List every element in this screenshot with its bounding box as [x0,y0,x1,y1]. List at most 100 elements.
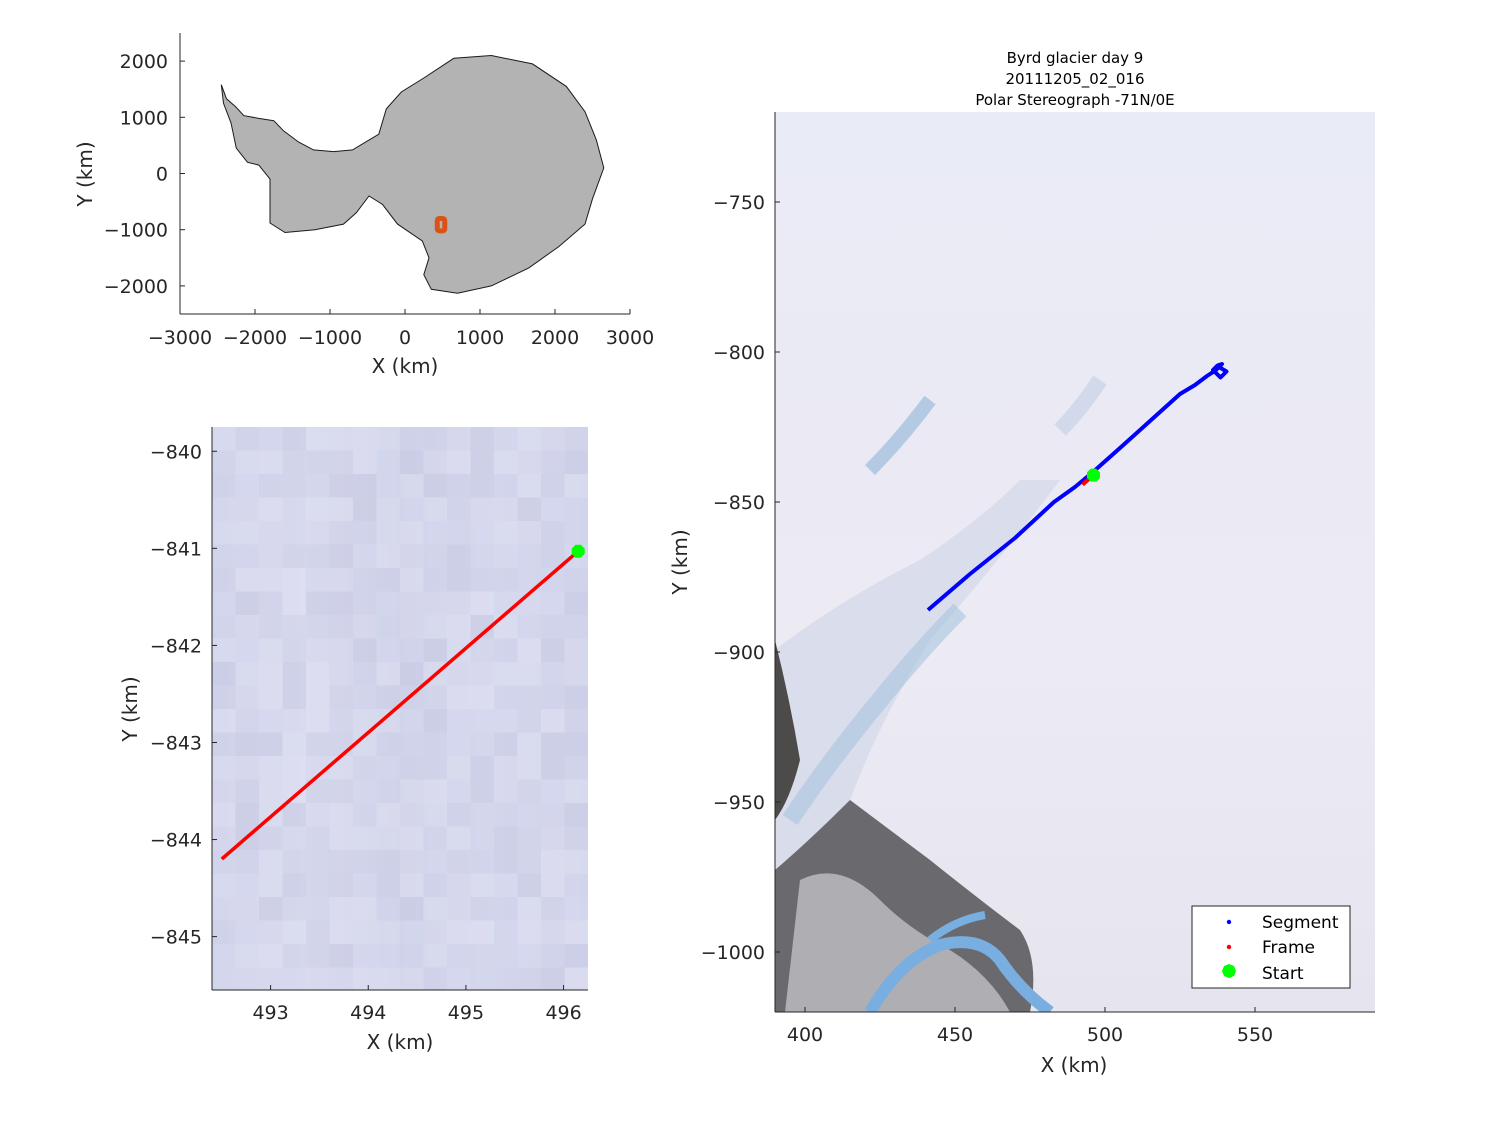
imagery-pixel [494,662,518,686]
imagery-pixel [259,450,283,474]
imagery-pixel [329,497,353,521]
imagery-pixel [423,638,447,662]
imagery-pixel [447,897,471,921]
imagery-pixel [212,615,236,639]
imagery-pixel [447,732,471,756]
imagery-pixel [329,897,353,921]
imagery-pixel [212,427,236,451]
imagery-pixel [212,826,236,850]
imagery-pixel [400,826,424,850]
imagery-pixel [329,544,353,568]
imagery-pixel [329,944,353,968]
imagery-pixel [212,920,236,944]
imagery-pixel [470,450,494,474]
overview-y-tick-label: 2000 [120,51,168,73]
imagery-pixel [282,732,306,756]
frame-x-axis-label: X (km) [367,1030,434,1054]
overview-axes: −3000 −2000 −1000 0 1000 2000 3000 −2000 −1000 0 1… [104,33,654,349]
imagery-pixel [517,427,541,451]
imagery-pixel [376,662,400,686]
segment-y-tick-label: −750 [713,192,765,214]
imagery-pixel [494,685,518,709]
imagery-pixel [470,427,494,451]
imagery-pixel [517,850,541,874]
imagery-pixel [517,662,541,686]
imagery-pixel [541,474,565,498]
imagery-pixel [282,544,306,568]
imagery-pixel [259,873,283,897]
imagery-pixel [376,568,400,592]
segment-start-marker [1086,468,1100,482]
imagery-pixel [447,474,471,498]
imagery-pixel [235,897,259,921]
imagery-pixel [400,568,424,592]
imagery-pixel [541,615,565,639]
imagery-pixel [235,497,259,521]
imagery-pixel [494,497,518,521]
imagery-pixel [282,920,306,944]
imagery-pixel [447,944,471,968]
imagery-pixel [306,873,330,897]
imagery-pixel [517,709,541,733]
imagery-pixel [447,685,471,709]
imagery-pixel [494,803,518,827]
imagery-pixel [423,474,447,498]
overview-y-tick-label: −1000 [104,220,168,242]
frame-start-marker [571,544,585,558]
frame-x-tick-label: 493 [252,1002,288,1024]
imagery-pixel [306,920,330,944]
imagery-pixel [306,544,330,568]
imagery-pixel [212,497,236,521]
imagery-pixel [259,850,283,874]
frame-track-line [220,549,580,861]
imagery-pixel [353,803,377,827]
imagery-pixel [282,756,306,780]
imagery-pixel [329,662,353,686]
imagery-pixel [494,967,518,990]
imagery-pixel [423,709,447,733]
imagery-pixel [259,779,283,803]
segment-x-axis-label: X (km) [1041,1053,1108,1077]
imagery-pixel [282,450,306,474]
imagery-pixel [423,756,447,780]
imagery-pixel [400,450,424,474]
imagery-pixel [353,779,377,803]
imagery-pixel [306,756,330,780]
imagery-pixel [423,826,447,850]
imagery-pixel [470,615,494,639]
imagery-pixel [306,638,330,662]
imagery-pixel [447,544,471,568]
imagery-pixel [259,944,283,968]
imagery-pixel [470,638,494,662]
frame-y-tick-label: −840 [150,441,202,463]
imagery-pixel [353,427,377,451]
legend-box [1191,905,1351,989]
imagery-pixel [235,615,259,639]
imagery-pixel [376,615,400,639]
imagery-pixel [329,709,353,733]
imagery-pixel [259,591,283,615]
frame-x-tick-label: 495 [448,1002,484,1024]
imagery-pixel [541,450,565,474]
imagery-pixel [447,615,471,639]
imagery-pixel [212,967,236,990]
imagery-pixel [235,850,259,874]
imagery-pixel [376,497,400,521]
imagery-pixel [306,497,330,521]
imagery-pixel [494,850,518,874]
segment-map-panel: 400 450 500 550 −750 −800 −850 −900 −950 −1000 By… [668,49,1375,1077]
imagery-pixel [353,826,377,850]
imagery-pixel [564,568,588,592]
imagery-pixel [423,427,447,451]
imagery-pixel [400,803,424,827]
imagery-pixel [282,944,306,968]
imagery-pixel [400,967,424,990]
imagery-pixel [259,826,283,850]
imagery-pixel [423,568,447,592]
imagery-pixel [306,615,330,639]
imagery-pixel [541,521,565,545]
imagery-pixel [329,967,353,990]
imagery-pixel [212,544,236,568]
imagery-pixel [259,638,283,662]
imagery-pixel [282,638,306,662]
